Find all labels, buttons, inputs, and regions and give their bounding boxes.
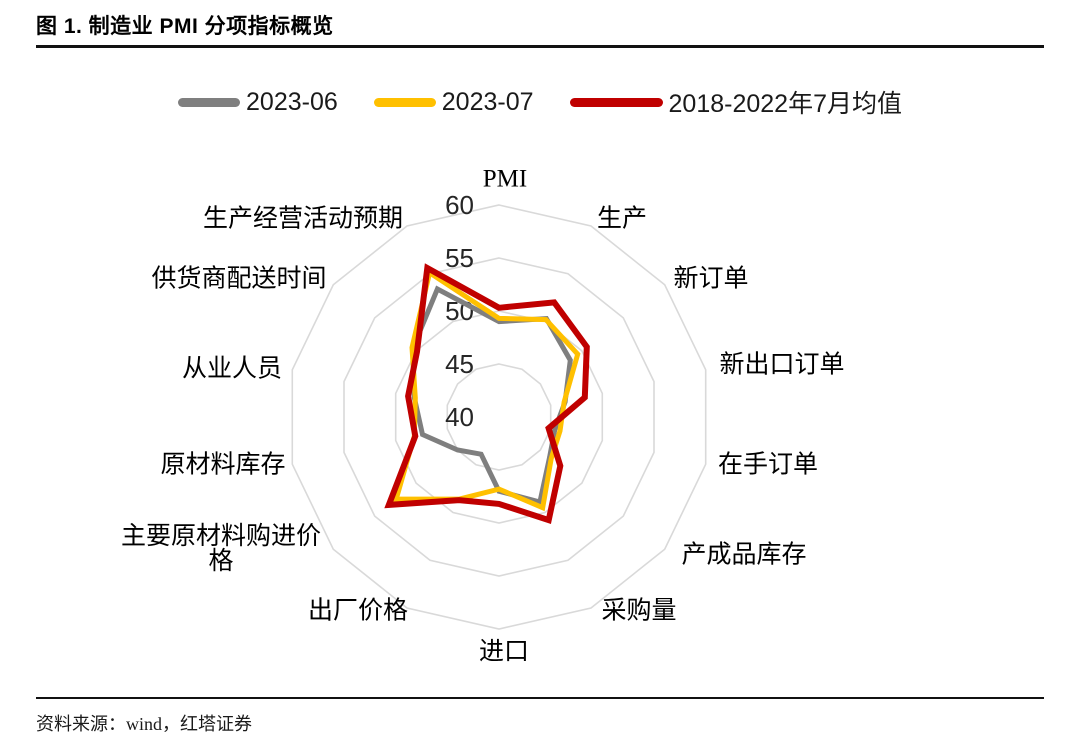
legend-label-2023-07: 2023-07: [441, 87, 534, 116]
legend-item-5yr-july-mean: 2018-2022年7月均值: [569, 84, 902, 120]
legend-item-2023-07: 2023-07: [373, 87, 534, 117]
axis-label-从业人员: 从业人员: [182, 355, 282, 383]
footer-rule: [36, 697, 1044, 699]
chart-legend: 2023-06 2023-07 2018-2022年7月均值: [0, 84, 1080, 120]
axis-label-生产: 生产: [597, 205, 647, 233]
axis-label-进口: 进口: [479, 639, 529, 666]
radar-grid-ring-60: [291, 204, 707, 630]
radial-tick-40: 40: [445, 402, 474, 432]
radial-tick-45: 45: [445, 349, 474, 379]
legend-item-2023-06: 2023-06: [178, 88, 338, 117]
axis-label-PMI: PMI: [483, 166, 527, 193]
page-title: 图 1. 制造业 PMI 分项指标概览: [36, 15, 334, 38]
axis-label-新订单: 新订单: [673, 265, 748, 293]
source-note: 资料来源：wind，红塔证券: [36, 714, 252, 734]
title-underline: [36, 45, 1044, 48]
radial-tick-55: 55: [445, 243, 474, 273]
axis-label-主要原材料购进价格: 主要原材料购进价格: [121, 522, 321, 575]
radar-grid-ring-55: [343, 257, 655, 577]
axis-label-生产经营活动预期: 生产经营活动预期: [203, 205, 403, 233]
axis-label-原材料库存: 原材料库存: [160, 451, 285, 479]
axis-label-出厂价格: 出厂价格: [308, 597, 408, 625]
radial-tick-60: 60: [445, 190, 474, 220]
axis-label-在手订单: 在手订单: [718, 451, 818, 479]
legend-swatch-5yr-july-mean: [569, 97, 663, 107]
axis-label-新出口订单: 新出口订单: [719, 351, 844, 379]
axis-label-供货商配送时间: 供货商配送时间: [151, 265, 326, 293]
legend-swatch-2023-07: [373, 97, 436, 107]
radar-grid-ring-45: [446, 363, 552, 471]
legend-label-5yr-july-mean: 2018-2022年7月均值: [668, 90, 902, 118]
legend-swatch-2023-06: [178, 97, 241, 107]
axis-label-产成品库存: 产成品库存: [681, 541, 806, 569]
axis-label-采购量: 采购量: [601, 597, 676, 625]
legend-label-2023-06: 2023-06: [246, 87, 338, 116]
series-polygon-2018-2022年7月均值: [384, 263, 590, 524]
